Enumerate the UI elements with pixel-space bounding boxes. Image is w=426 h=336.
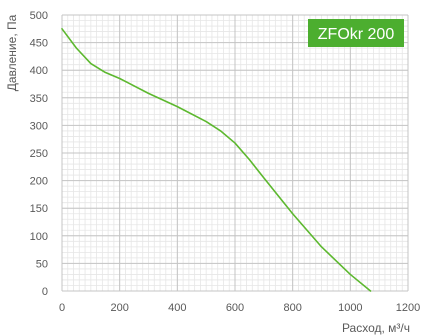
legend-badge: ZFOkr 200	[308, 19, 404, 47]
x-tick-label: 1200	[396, 302, 420, 314]
y-tick-label: 50	[36, 258, 48, 270]
series-group	[61, 28, 372, 292]
y-tick-label: 450	[30, 38, 48, 50]
y-axis-ticks: 0 50 100 150 200 250 300 350 400 450 500	[30, 10, 48, 298]
y-tick-label: 100	[30, 231, 48, 243]
y-tick-label: 300	[30, 120, 48, 132]
y-tick-label: 150	[30, 203, 48, 215]
x-tick-label: 0	[59, 302, 65, 314]
x-tick-label: 600	[226, 302, 244, 314]
x-axis-ticks: 0 200 400 600 800 1000 1200	[59, 302, 420, 314]
y-tick-label: 400	[30, 65, 48, 77]
x-tick-label: 1000	[338, 302, 362, 314]
y-tick-label: 250	[30, 148, 48, 160]
y-tick-label: 350	[30, 93, 48, 105]
legend-badge-background	[308, 19, 404, 47]
y-axis-label: Давление, Па	[5, 14, 19, 91]
legend-badge-label: ZFOkr 200	[318, 26, 395, 43]
series-line	[61, 28, 372, 292]
major-grid	[61, 14, 409, 292]
x-tick-label: 400	[168, 302, 186, 314]
x-axis-label: Расход, м³/ч	[342, 321, 410, 335]
y-tick-label: 500	[30, 10, 48, 22]
y-tick-label: 0	[42, 286, 48, 298]
x-tick-label: 800	[283, 302, 301, 314]
y-tick-label: 200	[30, 176, 48, 188]
x-tick-label: 200	[110, 302, 128, 314]
